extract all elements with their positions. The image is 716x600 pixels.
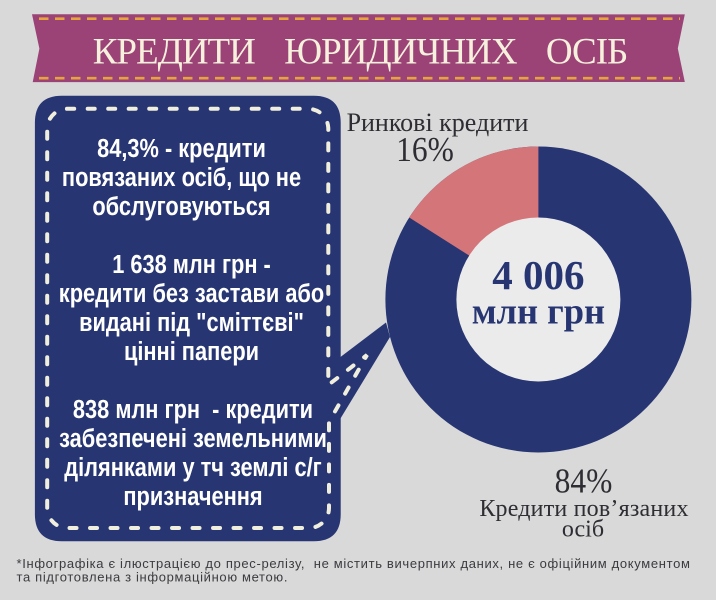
svg-text:та підготовлена з інформаційно: та підготовлена з інформаційною метою. [17, 570, 289, 585]
svg-text:Кредити пов’язаних: Кредити пов’язаних [479, 496, 688, 522]
svg-text:838 млн грн - кредити: 838 млн грн - кредити [73, 395, 313, 424]
svg-text:повязаних осіб, що не: повязаних осіб, що не [62, 163, 301, 192]
svg-text:84%: 84% [555, 462, 613, 501]
svg-text:призначення: призначення [123, 482, 262, 511]
svg-text:видані під "сміттєві": видані під "сміттєві" [79, 308, 304, 337]
svg-text:млн грн: млн грн [472, 291, 605, 332]
svg-text:*Інфографіка є ілюстрацією до: *Інфографіка є ілюстрацією до прес-реліз… [17, 556, 691, 571]
svg-text:4 006: 4 006 [492, 252, 584, 298]
svg-text:цінні папери: цінні папери [124, 337, 259, 366]
svg-text:84,3% - кредити: 84,3% - кредити [97, 134, 266, 163]
svg-text:КРЕДИТИ ЮРИДИЧНИХ ОСІБ: КРЕДИТИ ЮРИДИЧНИХ ОСІБ [93, 32, 628, 73]
svg-text:обслуговуються: обслуговуються [92, 192, 270, 221]
svg-text:Ринкові кредити: Ринкові кредити [347, 108, 529, 137]
svg-text:ділянками у тч землі с/г: ділянками у тч землі с/г [64, 453, 321, 482]
svg-text:кредити без застави або: кредити без застави або [59, 279, 324, 308]
svg-text:забезпечені земельними: забезпечені земельними [59, 424, 327, 453]
svg-text:осіб: осіб [562, 517, 604, 543]
svg-text:1 638 млн грн -: 1 638 млн грн - [112, 250, 271, 279]
svg-text:16%: 16% [396, 130, 454, 169]
